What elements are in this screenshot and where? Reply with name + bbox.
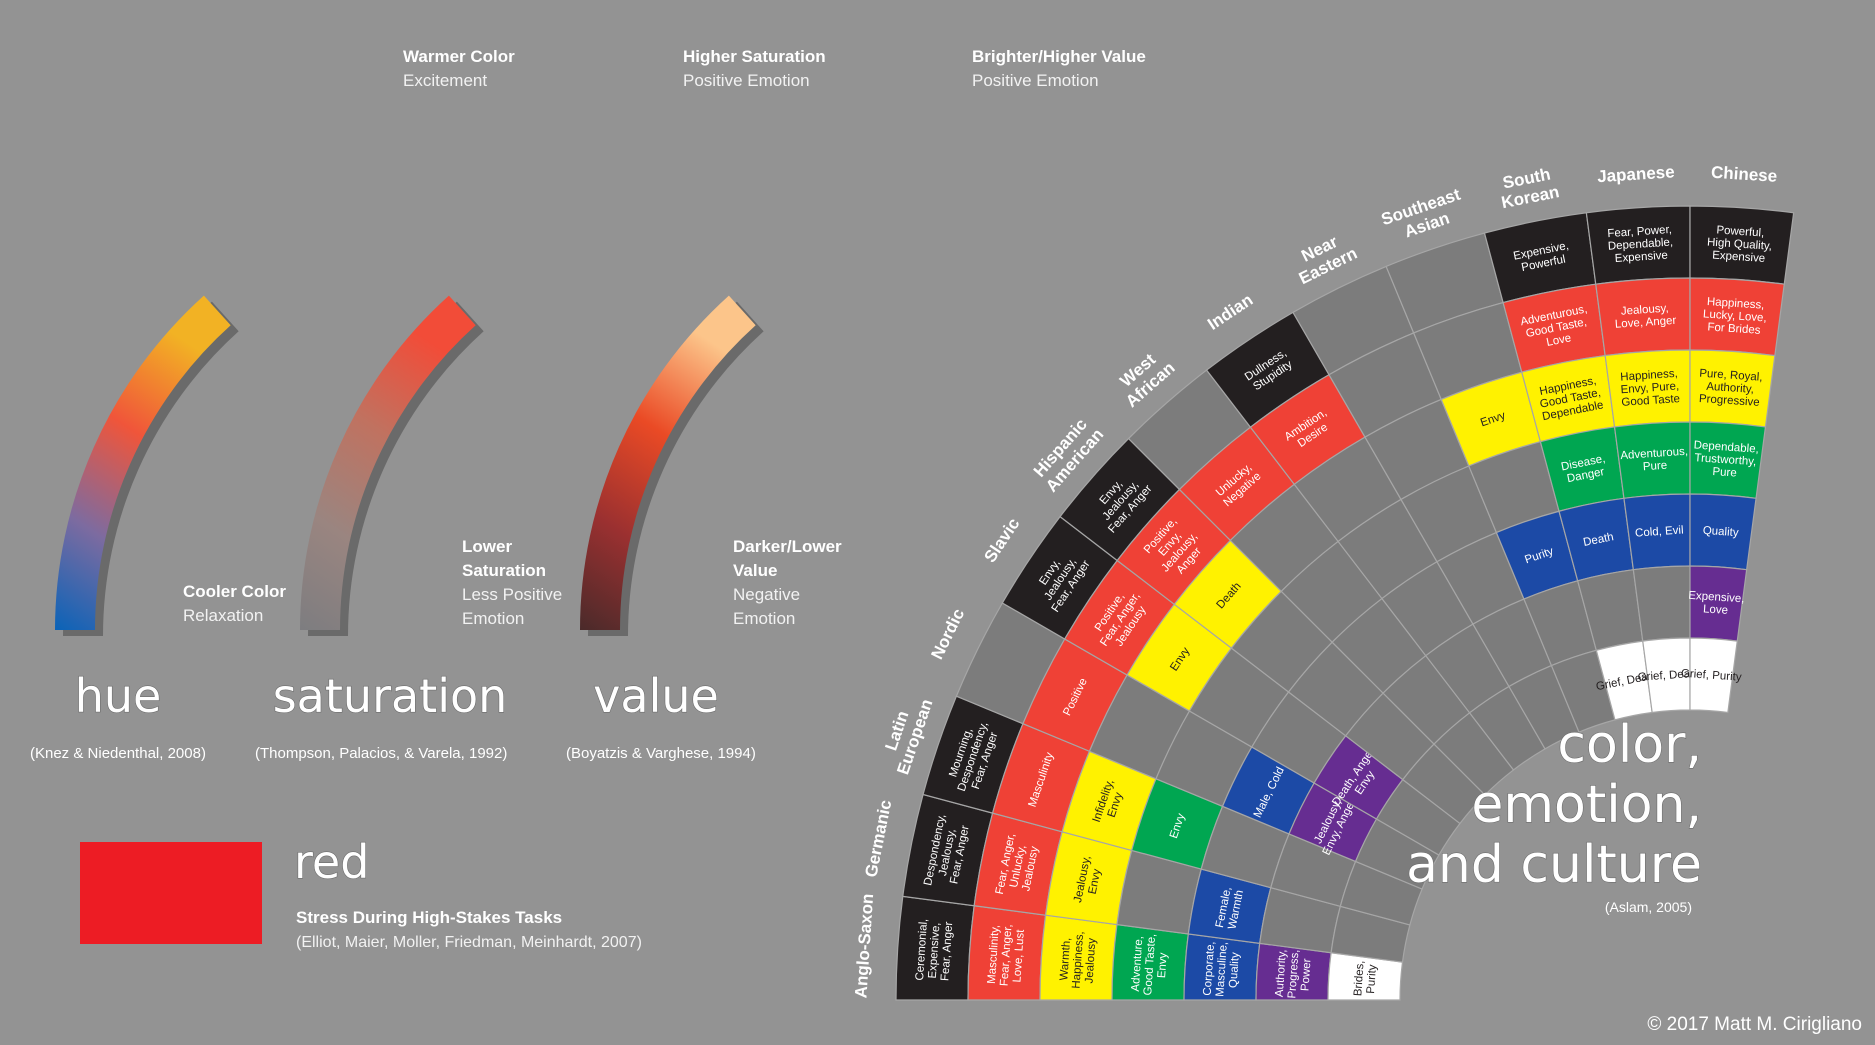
hue-title: hue [75,669,162,723]
cell-anglo-saxon-blue-label: Corporate,Masculine,Quality [1202,941,1243,998]
cell-chinese-black-label: Powerful,High Quality,Expensive [1706,224,1773,265]
cell-chinese-red-label: Happiness,Lucky, Love,For Brides [1702,296,1768,337]
culture-name-southeast-asian: SoutheastAsian [1379,185,1469,248]
cell-anglo-saxon-red-label: Masculinity,Fear, Anger,Love, Lust [986,923,1027,987]
cell-japanese-green-label: Adventurous,Pure [1620,446,1689,475]
cell-japanese-black-label: Fear, Power,Dependable,Expensive [1607,224,1675,265]
hue-arc [55,295,231,630]
hue-bottom-sub: Relaxation [183,606,263,625]
culture-name-japanese: Japanese [1597,162,1676,186]
culture-name-near-eastern: NearEastern [1287,227,1360,289]
cell-japanese-white-label: Grief, Death [1637,668,1700,684]
cell-west-african-red-label: Unlucky,Negative [1213,461,1263,509]
value-top-sub: Positive Emotion [972,71,1099,90]
cell-chinese-white [1689,637,1738,714]
saturation-bottom-label: Lower Saturation [462,537,546,580]
culture-name-latin-european: LatinEuropean [875,691,936,777]
saturation-arc-shadow [308,301,484,636]
value-title: value [593,669,719,723]
cell-south-korean-blue-label: Death [1582,531,1614,549]
cell-anglo-saxon-yellow-label: Warmth,Happiness,Jealousy [1058,930,1099,990]
culture-name-slavic: Slavic [980,515,1023,566]
cell-anglo-saxon-white-label: Brides,Purity [1352,960,1379,997]
culture-name-south-korean: SouthKorean [1496,164,1561,213]
culture-name-chinese: Chinese [1711,163,1778,186]
hue-top-sub: Excitement [403,71,487,90]
cell-japanese-yellow-label: Happiness,Envy, Pure,Good Taste [1619,368,1680,409]
copyright: © 2017 Matt M. Cirigliano [1647,1014,1862,1035]
saturation-title: saturation [273,669,508,723]
value-citation: (Boyatzis & Varghese, 1994) [566,745,756,762]
hue-top-label: Warmer Color [403,47,515,66]
saturation-top-sub: Positive Emotion [683,71,810,90]
hue-arc-shadow [63,301,239,636]
culture-fan-chart: Ceremonial,Expensive,Fear, Anger Masculin… [895,205,1795,1001]
hue-bottom-label: Cooler Color [183,582,286,601]
saturation-top-label: Higher Saturation [683,47,826,66]
saturation-arc [300,295,476,630]
value-bottom-label: Darker/Lower Value [733,537,842,580]
cell-chinese-white-label: Grief, Purity [1681,668,1743,684]
value-bottom-sub: Negative Emotion [733,585,800,628]
cell-chinese-yellow-label: Pure, Royal,Authority,Progressive [1697,368,1763,409]
cell-chinese-green-label: Dependable,Trustworthy,Pure [1692,439,1760,480]
value-top-label: Brighter/Higher Value [972,47,1146,66]
red-subtitle: Stress During High-Stakes Tasks [296,908,562,927]
cell-anglo-saxon-black-label: Ceremonial,Expensive,Fear, Anger [914,918,955,982]
culture-name-germanic: Germanic [861,798,895,879]
gradient-arc-labels: Warmer Color Excitement Cooler Color Relaxa… [30,47,1146,762]
saturation-citation: (Thompson, Palacios, & Varela, 1992) [255,745,507,762]
saturation-bottom-sub: Less Positive Emotion [462,585,562,628]
value-arc-shadow [588,301,764,636]
cell-japanese-purple [1632,565,1691,642]
cell-japanese-red-label: Jealousy,Love, Anger [1614,302,1677,331]
culture-title-line-3: and culture [1406,835,1702,895]
red-citation: (Elliot, Maier, Moller, Friedman, Meinha… [296,934,642,951]
value-arc [580,295,756,630]
cell-japanese-blue-label: Cold, Evil [1635,524,1684,539]
culture-name-indian: Indian [1204,290,1256,334]
culture-title-citation: (Aslam, 2005) [1605,899,1692,915]
cell-anglo-saxon-green-label: Adventure,Good Taste,Envy [1130,933,1171,997]
gradient-arcs [55,295,764,636]
red-swatch [80,842,262,944]
culture-title-line-2: emotion, [1471,775,1702,835]
cell-chinese-blue-label: Quality [1702,525,1739,539]
cell-chinese-purple-label: Expensive,Love [1687,590,1745,618]
hue-citation: (Knez & Niedenthal, 2008) [30,745,206,762]
culture-title-line-1: color, [1557,715,1702,775]
red-title: red [294,835,369,889]
culture-name-nordic: Nordic [927,606,968,663]
cell-anglo-saxon-purple-label: Authority,Progress,Power [1274,948,1314,1000]
culture-name-anglo-saxon: Anglo-Saxon [851,893,877,999]
